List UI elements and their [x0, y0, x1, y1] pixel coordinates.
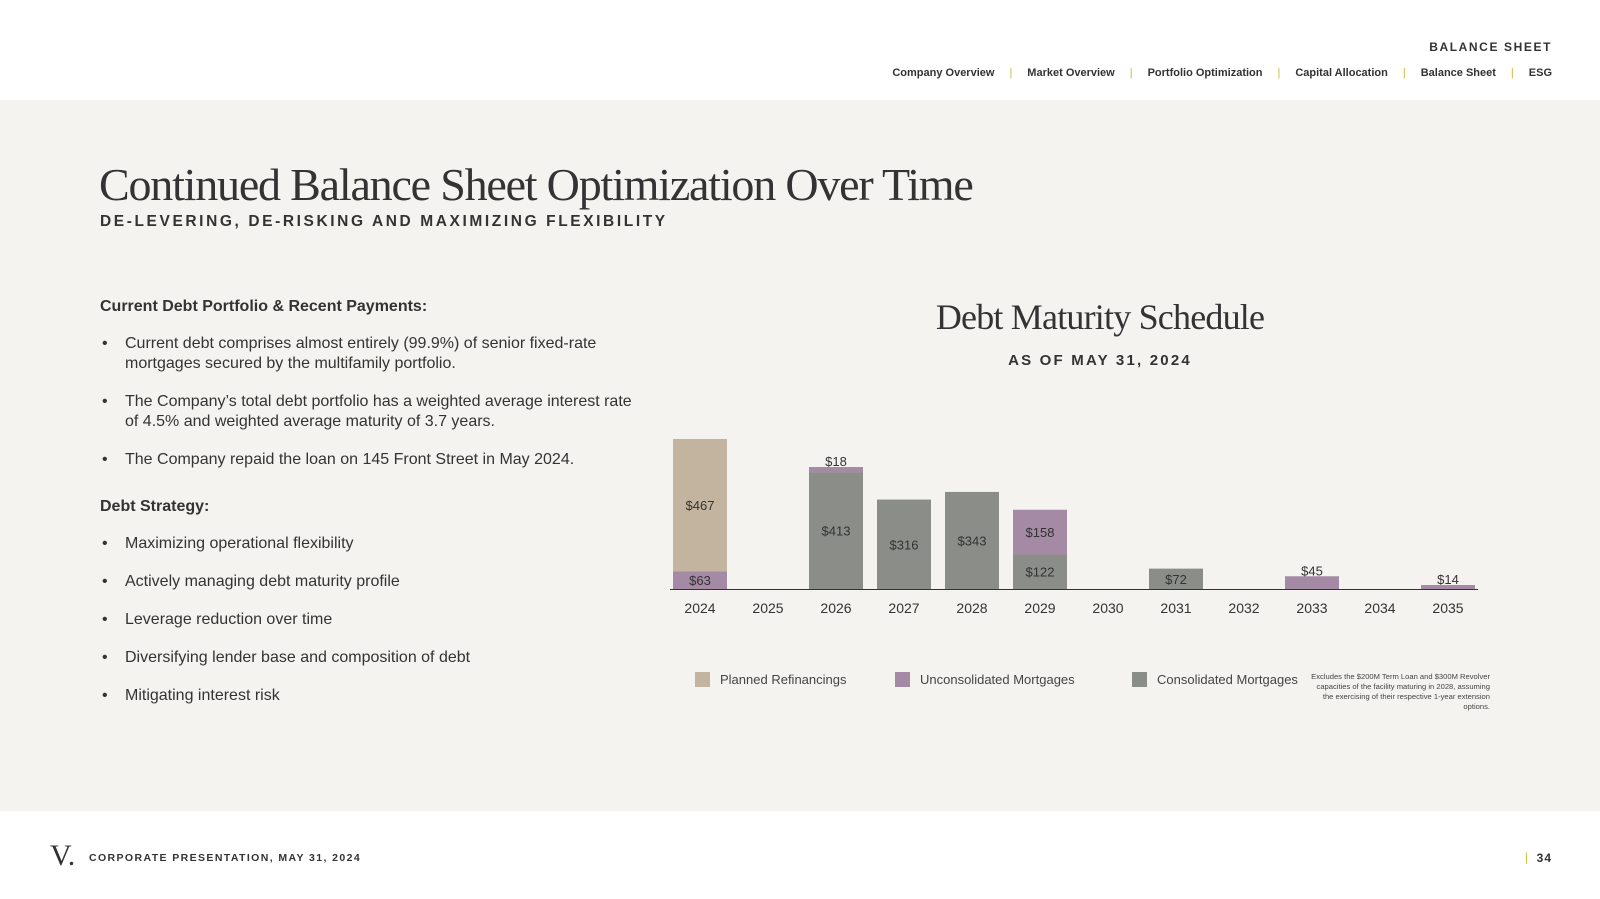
- x-tick-label: 2032: [1228, 600, 1259, 616]
- x-tick-label: 2035: [1432, 600, 1463, 616]
- list-item: • Leverage reduction over time: [102, 611, 333, 628]
- list-item: • Diversifying lender base and compositio…: [102, 649, 471, 666]
- nav-item-esg[interactable]: ESG: [1528, 67, 1552, 79]
- list-item: • Actively managing debt maturity profile: [102, 573, 400, 590]
- footer: V. CORPORATE PRESENTATION, MAY 31, 2024 …: [0, 811, 1600, 899]
- data-label: $122: [1026, 565, 1055, 580]
- nav-separator: |: [1009, 67, 1013, 79]
- data-label: $158: [1026, 525, 1055, 540]
- company-logo: V.: [50, 839, 76, 872]
- bullet-icon: •: [102, 335, 108, 352]
- data-label: $72: [1165, 572, 1187, 587]
- bullet-icon: •: [102, 611, 108, 628]
- chart-footnote: Excludes the $200M Term Loan and $300M R…: [1311, 672, 1490, 711]
- bar-segment: [945, 491, 999, 589]
- legend-label: Unconsolidated Mortgages: [920, 672, 1075, 687]
- top-nav: Company Overview | Market Overview | Por…: [892, 67, 1552, 79]
- bullet-icon: •: [102, 573, 108, 590]
- list-item: • The Company repaid the loan on 145 Fron…: [102, 451, 575, 468]
- x-tick-label: 2029: [1024, 600, 1055, 616]
- data-label: $45: [1301, 563, 1323, 578]
- bar-segment: [673, 571, 727, 589]
- x-tick-label: 2028: [956, 600, 987, 616]
- bar-segment: [673, 439, 727, 572]
- list-item: • Maximizing operational flexibility: [102, 535, 354, 552]
- bullet-icon: •: [102, 687, 108, 704]
- nav-item-market-overview[interactable]: Market Overview: [1027, 67, 1115, 79]
- data-label: $413: [822, 524, 851, 539]
- nav-separator: |: [1129, 67, 1133, 79]
- x-tick-label: 2033: [1296, 600, 1327, 616]
- section-label: BALANCE SHEET: [1429, 40, 1552, 54]
- bar-segment: [877, 499, 931, 589]
- debt-strategy-heading: Debt Strategy:: [100, 498, 210, 515]
- legend-swatch: [895, 672, 910, 687]
- legend-swatch: [1132, 672, 1147, 687]
- page-separator: |: [1524, 850, 1528, 864]
- list-item: • Mitigating interest risk: [102, 687, 280, 704]
- legend-item: Consolidated Mortgages: [1132, 672, 1298, 687]
- legend-item: Planned Refinancings: [695, 672, 846, 687]
- legend-item: Unconsolidated Mortgages: [895, 672, 1075, 687]
- footer-text: CORPORATE PRESENTATION, MAY 31, 2024: [89, 852, 362, 864]
- x-tick-label: 2030: [1092, 600, 1123, 616]
- legend-swatch: [695, 672, 710, 687]
- legend-label: Consolidated Mortgages: [1157, 672, 1298, 687]
- data-label: $18: [825, 454, 847, 469]
- bar-segment: [1149, 568, 1203, 589]
- chart-title: Debt Maturity Schedule: [935, 297, 1265, 337]
- bullet-icon: •: [102, 535, 108, 552]
- page-title: Continued Balance Sheet Optimization Ove…: [99, 159, 974, 210]
- bar-segment: [1421, 585, 1475, 589]
- bar-segment: [809, 472, 863, 589]
- bar-segment: [1285, 576, 1339, 589]
- debt-portfolio-list: • Current debt comprises almost entirely …: [100, 334, 640, 470]
- page-subtitle: DE-LEVERING, DE-RISKING AND MAXIMIZING F…: [100, 213, 668, 230]
- bar-segment: [1013, 554, 1067, 589]
- x-tick-label: 2026: [820, 600, 851, 616]
- nav-item-balance-sheet[interactable]: Balance Sheet: [1420, 67, 1496, 79]
- nav-separator: |: [1510, 67, 1514, 79]
- nav-item-portfolio-optimization[interactable]: Portfolio Optimization: [1147, 67, 1263, 79]
- list-item: • The Company’s total debt portfolio has …: [102, 393, 632, 430]
- data-label: $63: [689, 573, 711, 588]
- bar-segment: [1013, 509, 1067, 555]
- x-tick-label: 2025: [752, 600, 783, 616]
- bullet-icon: •: [102, 451, 108, 468]
- debt-maturity-chart: $63 $467 2024 2025 $413 $18 2026 $316 2027 $343 20…: [670, 439, 1478, 616]
- x-tick-label: 2034: [1364, 600, 1395, 616]
- bar-segment: [809, 467, 863, 473]
- data-label: $316: [890, 537, 919, 552]
- nav-item-company-overview[interactable]: Company Overview: [892, 67, 995, 79]
- nav-item-capital-allocation[interactable]: Capital Allocation: [1295, 67, 1388, 79]
- list-item: • Current debt comprises almost entirely …: [102, 335, 597, 372]
- debt-strategy-list: • Maximizing operational flexibility • Act…: [100, 534, 640, 706]
- bullet-icon: •: [102, 649, 108, 666]
- x-tick-label: 2031: [1160, 600, 1191, 616]
- header: BALANCE SHEET Company Overview | Market …: [0, 0, 1600, 100]
- slide-body: Continued Balance Sheet Optimization Ove…: [0, 100, 1600, 811]
- nav-separator: |: [1277, 67, 1281, 79]
- left-column: Current Debt Portfolio & Recent Payments…: [100, 298, 640, 724]
- chart-subtitle: AS OF MAY 31, 2024: [1008, 352, 1192, 369]
- data-label: $467: [686, 498, 715, 513]
- x-tick-label: 2027: [888, 600, 919, 616]
- x-tick-label: 2024: [684, 600, 715, 616]
- debt-portfolio-heading: Current Debt Portfolio & Recent Payments…: [100, 298, 428, 315]
- page-number: 34: [1536, 851, 1552, 865]
- data-label: $343: [958, 533, 987, 548]
- nav-separator: |: [1402, 67, 1406, 79]
- legend-label: Planned Refinancings: [720, 672, 847, 687]
- data-label: $14: [1437, 572, 1459, 587]
- bullet-icon: •: [102, 393, 108, 410]
- spacer: [100, 488, 640, 498]
